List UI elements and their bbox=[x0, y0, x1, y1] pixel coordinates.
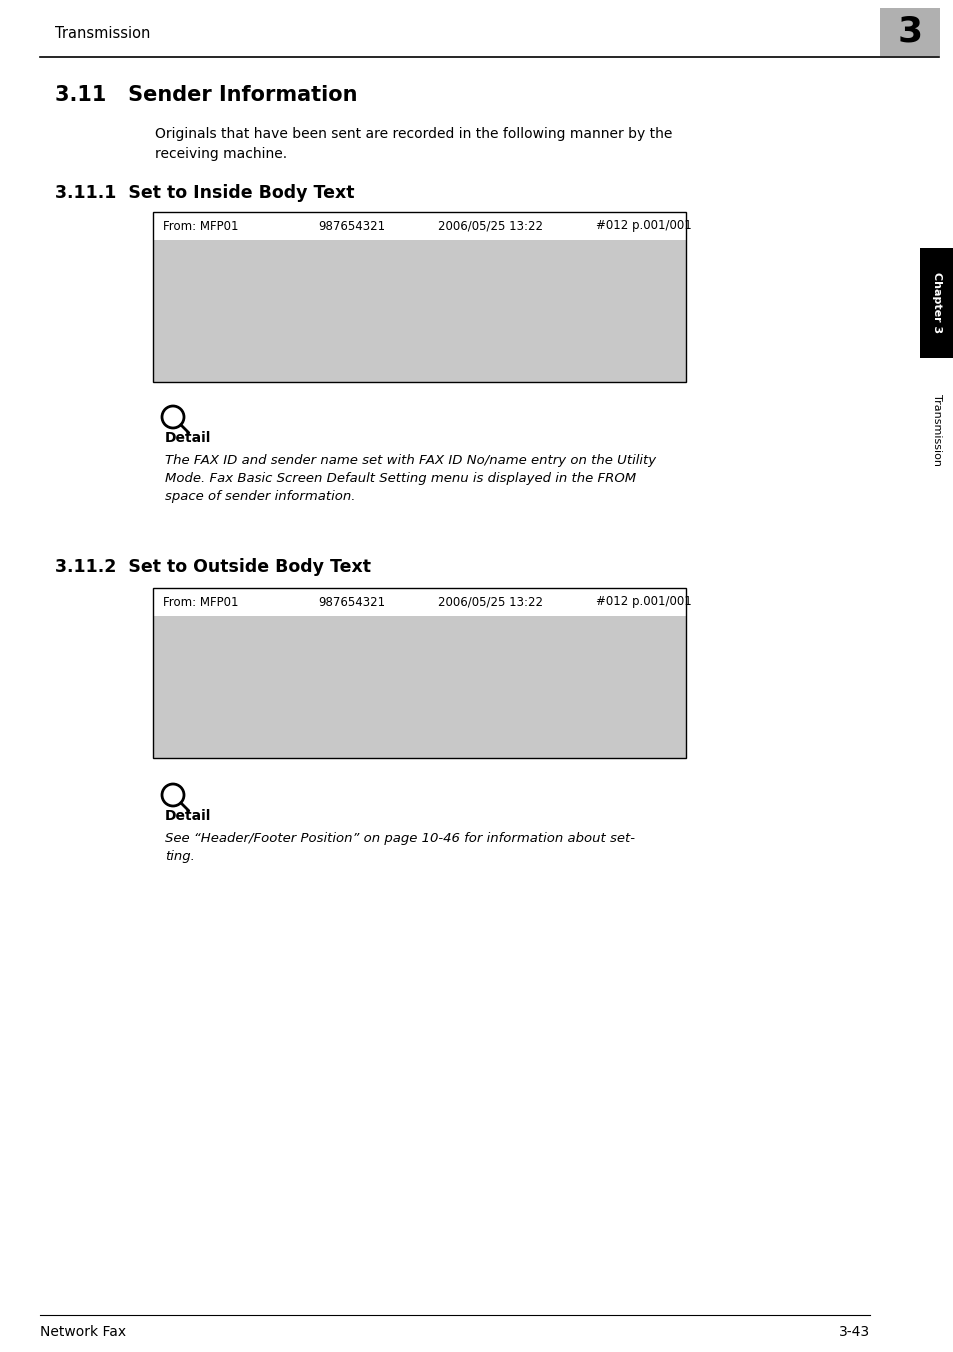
Text: 987654321: 987654321 bbox=[317, 595, 385, 608]
Text: 3.11   Sender Information: 3.11 Sender Information bbox=[55, 85, 357, 105]
Text: Detail: Detail bbox=[165, 808, 212, 823]
Bar bbox=[152, 617, 685, 758]
Text: Detail: Detail bbox=[165, 431, 212, 445]
Text: Originals that have been sent are recorded in the following manner by the
receiv: Originals that have been sent are record… bbox=[154, 127, 672, 161]
Text: #012 p.001/001: #012 p.001/001 bbox=[596, 595, 691, 608]
Text: From: MFP01: From: MFP01 bbox=[163, 219, 238, 233]
Text: 3-43: 3-43 bbox=[838, 1325, 869, 1338]
Bar bbox=[879, 8, 939, 55]
Text: 2006/05/25 13:22: 2006/05/25 13:22 bbox=[437, 219, 542, 233]
Text: Network Fax: Network Fax bbox=[40, 1325, 126, 1338]
Text: 987654321: 987654321 bbox=[317, 219, 385, 233]
Text: 2006/05/25 13:22: 2006/05/25 13:22 bbox=[437, 595, 542, 608]
Text: 3.11.1  Set to Inside Body Text: 3.11.1 Set to Inside Body Text bbox=[55, 184, 355, 201]
Bar bbox=[919, 247, 953, 358]
Text: Chapter 3: Chapter 3 bbox=[931, 273, 941, 334]
Bar bbox=[152, 588, 685, 758]
Text: Transmission: Transmission bbox=[931, 393, 941, 466]
Text: From: MFP01: From: MFP01 bbox=[163, 595, 238, 608]
Text: 3: 3 bbox=[897, 15, 922, 49]
Text: See “Header/Footer Position” on page 10-46 for information about set-
ting.: See “Header/Footer Position” on page 10-… bbox=[165, 831, 635, 863]
Bar bbox=[152, 212, 685, 383]
Text: 3.11.2  Set to Outside Body Text: 3.11.2 Set to Outside Body Text bbox=[55, 558, 371, 576]
Bar bbox=[152, 588, 685, 758]
Text: The FAX ID and sender name set with FAX ID No/name entry on the Utility
Mode. Fa: The FAX ID and sender name set with FAX … bbox=[165, 454, 656, 503]
Bar bbox=[152, 212, 685, 383]
Text: Transmission: Transmission bbox=[55, 27, 151, 42]
Bar bbox=[152, 241, 685, 383]
Text: #012 p.001/001: #012 p.001/001 bbox=[596, 219, 691, 233]
